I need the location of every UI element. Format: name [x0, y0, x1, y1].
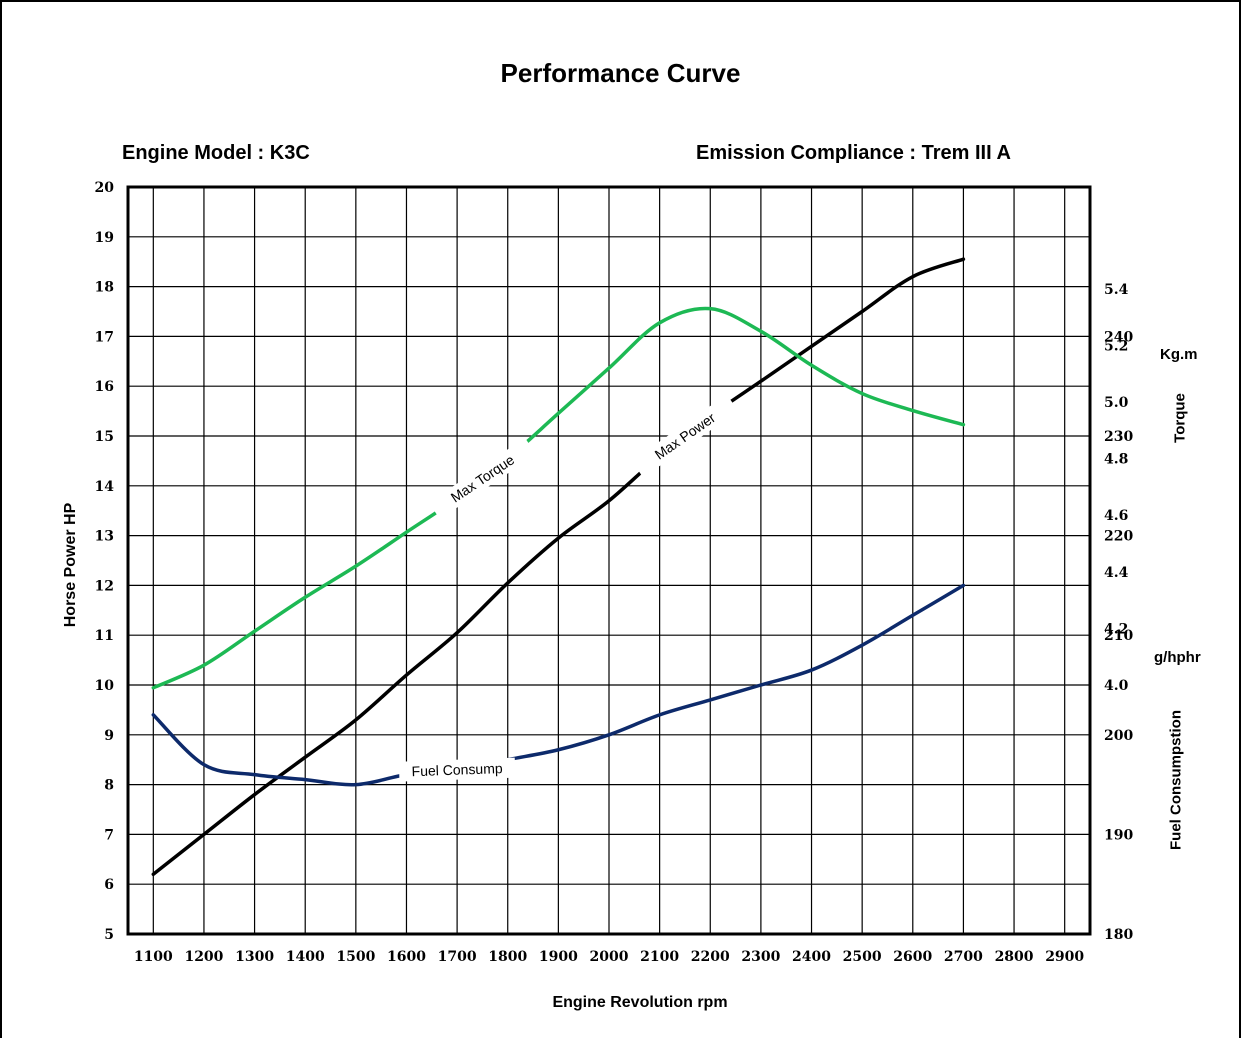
- x-tick-label: 2900: [1045, 949, 1084, 965]
- torque-axis-label: Torque: [1171, 393, 1189, 443]
- y-tick-label: 14: [95, 479, 115, 495]
- torque-tick-label: 4.2: [1104, 621, 1128, 637]
- y-tick-label: 11: [95, 628, 114, 644]
- grid: [128, 186, 1090, 935]
- chart-title: Performance Curve: [500, 58, 741, 88]
- y-tick-label: 6: [104, 877, 114, 893]
- series-layer: [151, 257, 966, 876]
- y-tick-label: 8: [104, 778, 114, 794]
- torque-tick-label: 4.6: [1104, 508, 1128, 524]
- fuel-tick-label: 180: [1104, 927, 1133, 943]
- x-tick-label: 1300: [235, 949, 274, 965]
- y-tick-label: 16: [95, 379, 114, 395]
- x-tick-label: 1500: [336, 949, 375, 965]
- curve-label-group: Max Torque: [428, 437, 537, 520]
- y-tick-label: 15: [95, 429, 114, 445]
- engine-model-label: Engine Model : K3C: [122, 142, 310, 164]
- y-tick-label: 18: [95, 280, 114, 296]
- max-torque-line: [151, 306, 966, 690]
- fuel-unit-label: g/hphr: [1154, 649, 1201, 666]
- y-tick-label: 17: [95, 329, 114, 345]
- x-tick-label: 1600: [387, 949, 426, 965]
- y-tick-label: 20: [95, 180, 115, 196]
- torque-tick-label: 5.2: [1104, 338, 1128, 354]
- x-axis-label: Engine Revolution rpm: [552, 994, 728, 1011]
- torque-tick-label: 4.4: [1104, 565, 1129, 581]
- torque-tick-label: 5.0: [1104, 395, 1129, 411]
- y-tick-label: 10: [95, 678, 115, 694]
- x-tick-label: 1900: [539, 949, 578, 965]
- emission-compliance-label: Emission Compliance : Trem III A: [696, 142, 1011, 164]
- curve-label-background: [428, 437, 537, 520]
- x-tick-label: 1100: [134, 949, 173, 965]
- y-tick-label: 19: [95, 230, 114, 246]
- fuel-axis-label: Fuel Consumpstion: [1167, 710, 1185, 850]
- x-tick-label: 1400: [286, 949, 325, 965]
- fuel-tick-label: 240: [1104, 329, 1133, 345]
- max-power-line: [151, 257, 966, 876]
- x-tick-label: 2600: [893, 949, 932, 965]
- fuel-tick-label: 220: [1104, 529, 1133, 545]
- y-tick-label: 13: [95, 529, 114, 545]
- fuel-tick-label: 200: [1104, 728, 1133, 744]
- y-tick-label: 5: [104, 927, 114, 943]
- plot-border: [126, 185, 1092, 936]
- torque-tick-label: 4.0: [1104, 678, 1129, 694]
- x-tick-label: 2200: [691, 949, 730, 965]
- fuel-tick-label: 210: [1104, 628, 1133, 644]
- x-tick-label: 2500: [843, 949, 882, 965]
- y-axis-label-hp: Horse Power HP: [62, 502, 79, 628]
- torque-unit-label: Kg.m: [1160, 346, 1198, 363]
- x-tick-label: 2100: [640, 949, 679, 965]
- x-tick-label: 2700: [944, 949, 983, 965]
- x-tick-label: 1800: [488, 949, 527, 965]
- x-tick-label: 2800: [995, 949, 1034, 965]
- y-tick-label: 12: [95, 578, 114, 594]
- fuel-tick-label: 230: [1104, 429, 1133, 445]
- fuel-tick-label: 190: [1104, 827, 1133, 843]
- curve-label-background: [398, 757, 516, 782]
- y-tick-label: 7: [104, 827, 114, 843]
- curve-label: Max Torque: [448, 451, 518, 505]
- curve-label: Fuel Consump: [411, 760, 503, 779]
- curve-label-background: [631, 394, 739, 478]
- y-tick-label: 9: [104, 728, 114, 744]
- fuel-consumption-line: [151, 583, 966, 787]
- x-tick-label: 1700: [438, 949, 477, 965]
- x-tick-label: 2300: [741, 949, 780, 965]
- torque-tick-label: 4.8: [1104, 452, 1128, 468]
- x-tick-label: 2400: [792, 949, 831, 965]
- curve-label-group: Fuel Consump: [398, 757, 516, 782]
- x-tick-label: 2000: [590, 949, 629, 965]
- tick-labels: 1100 1200 1300 1400 1500 1600 1700 1800 1900 2000…: [95, 180, 1134, 965]
- x-tick-label: 1200: [184, 949, 223, 965]
- torque-tick-label: 5.4: [1104, 282, 1129, 298]
